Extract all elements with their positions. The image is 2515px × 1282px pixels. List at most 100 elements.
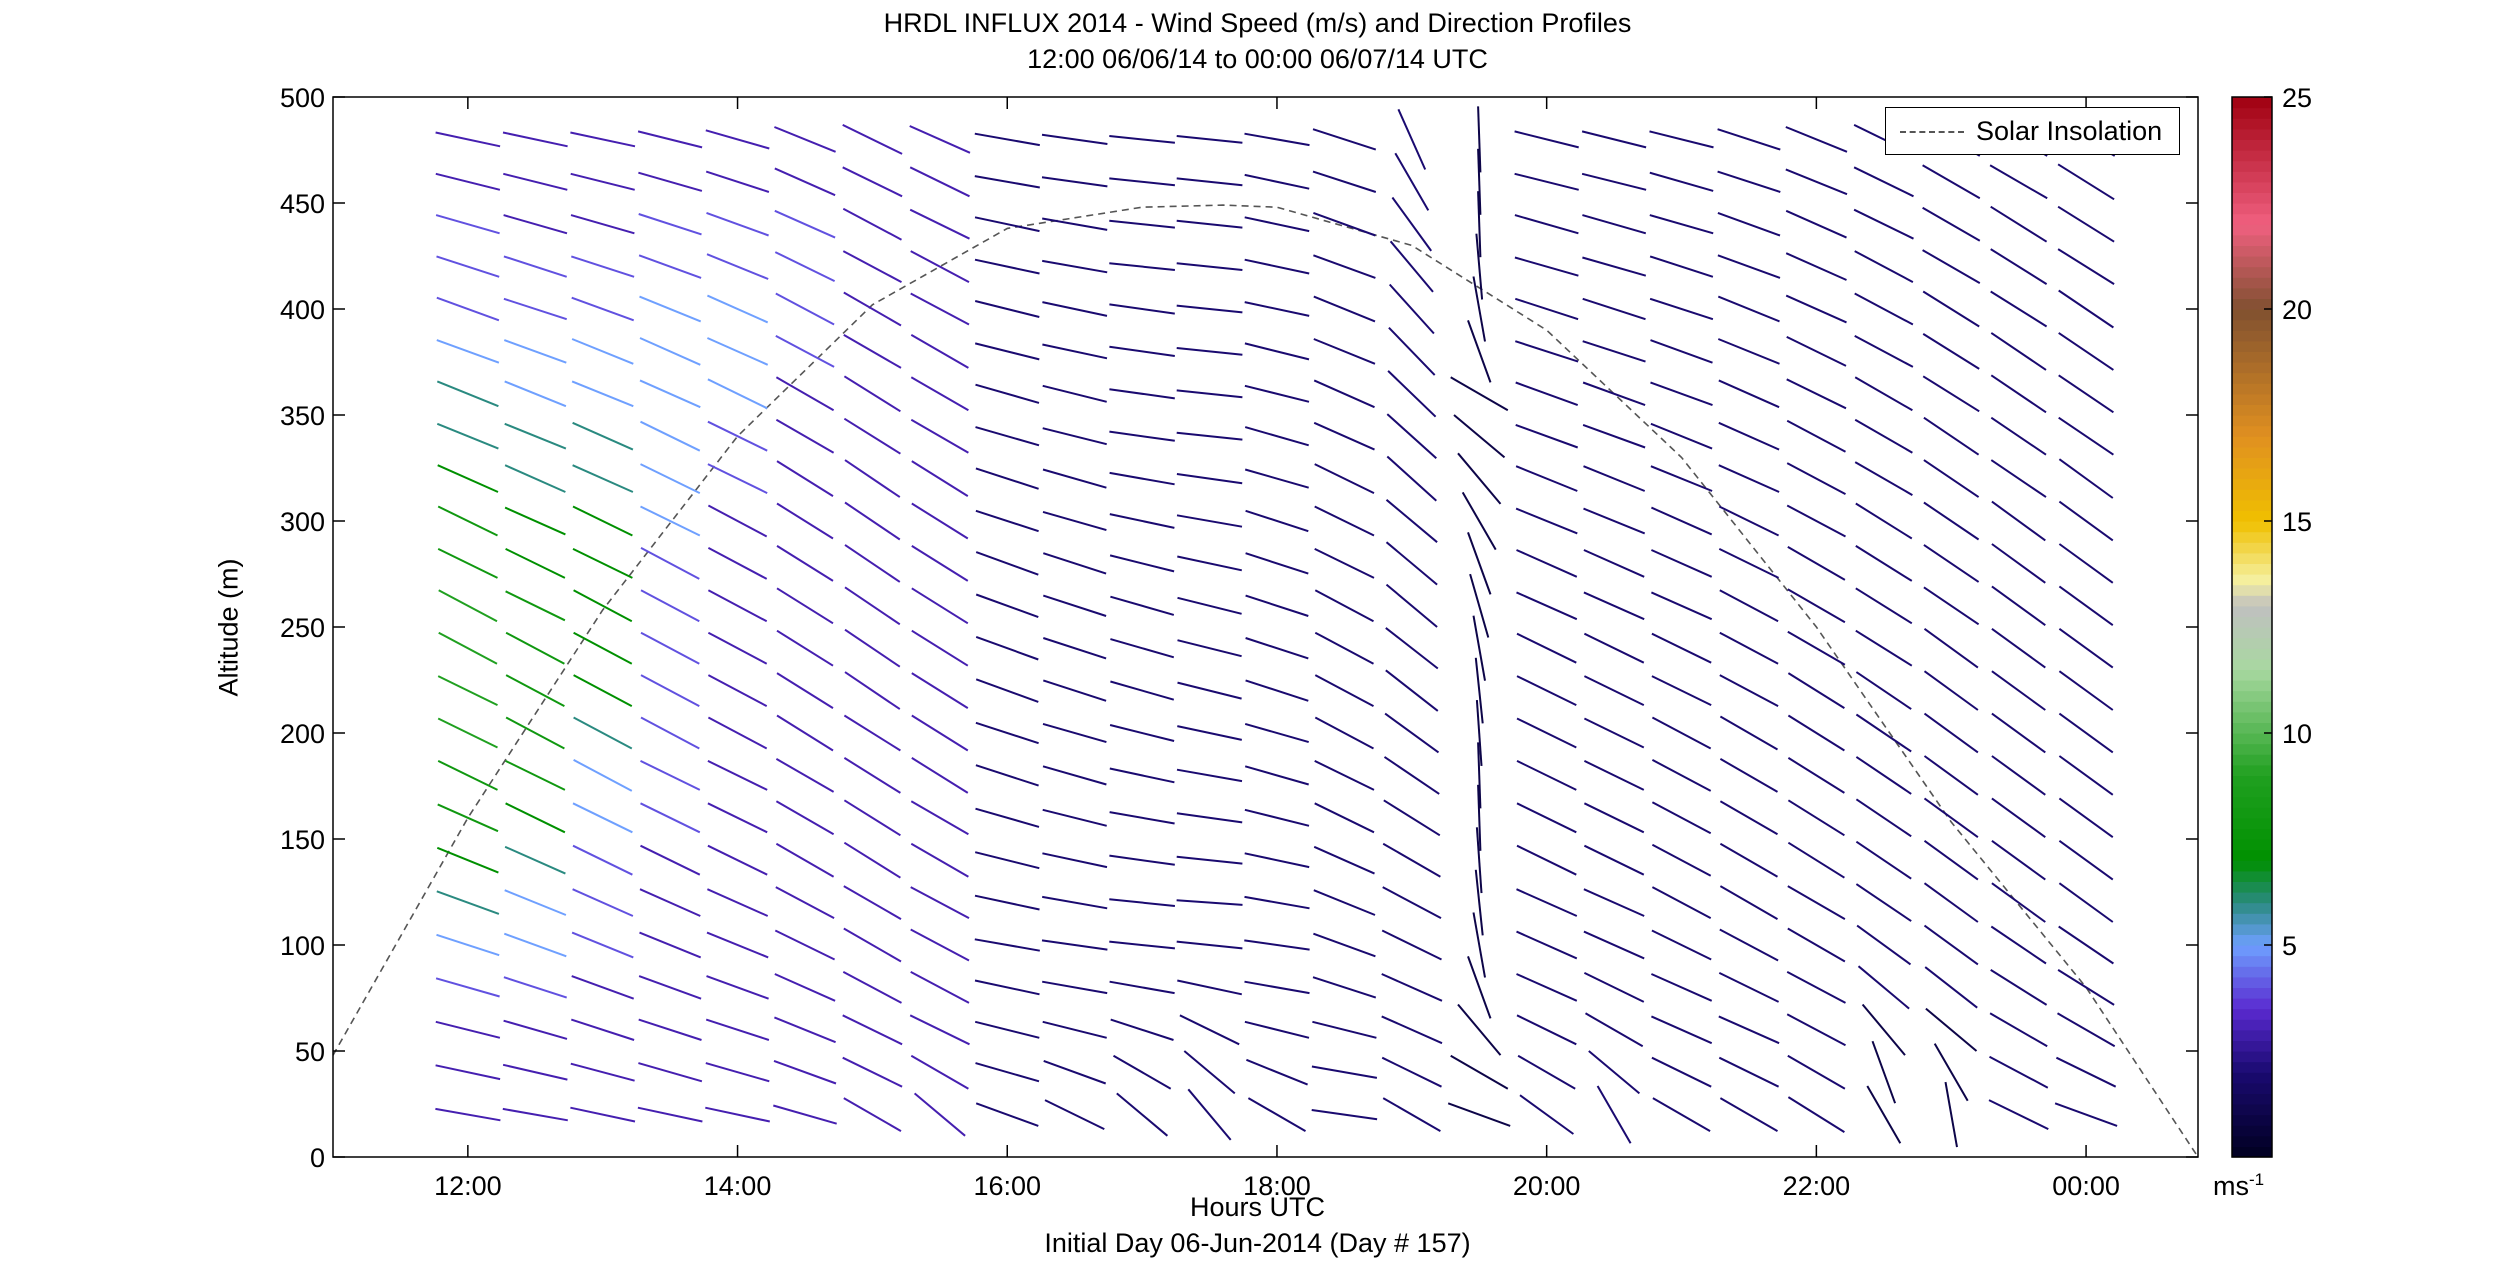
- colorbar-segment: [2232, 160, 2272, 172]
- wind-barb: [1583, 802, 1645, 834]
- wind-barb: [1651, 929, 1712, 961]
- colorbar-segment: [2232, 764, 2272, 776]
- wind-barb: [911, 629, 969, 667]
- wind-barb: [438, 589, 498, 623]
- colorbar-segment: [2232, 287, 2272, 299]
- wind-barb: [638, 975, 702, 1000]
- colorbar-segment: [2232, 203, 2272, 215]
- wind-barb: [842, 250, 902, 283]
- wind-barb: [1472, 276, 1486, 342]
- wind-barb: [910, 842, 969, 878]
- colorbar-segment: [2232, 489, 2272, 501]
- wind-barb: [909, 1014, 970, 1046]
- wind-barb: [1042, 259, 1108, 274]
- legend-label-solar-insolation: Solar Insolation: [1976, 116, 2163, 146]
- wind-barb: [1042, 301, 1108, 317]
- wind-barb: [637, 130, 703, 149]
- wind-barb: [1386, 413, 1437, 460]
- wind-barb: [1583, 844, 1645, 876]
- wind-barb: [1786, 336, 1847, 367]
- wind-barb: [1450, 1054, 1509, 1090]
- colorbar-segment: [2232, 605, 2272, 617]
- wind-barb: [638, 1062, 703, 1083]
- wind-barb: [1244, 426, 1309, 447]
- wind-barb: [774, 929, 836, 961]
- wind-barb: [1786, 504, 1846, 538]
- wind-barb: [640, 589, 700, 623]
- wind-barb: [1042, 637, 1107, 660]
- wind-barb: [1990, 925, 2047, 965]
- colorbar-segment: [2232, 372, 2272, 384]
- colorbar-segment: [2232, 574, 2272, 586]
- wind-barb: [1925, 1007, 1978, 1052]
- wind-barb: [1787, 799, 1845, 837]
- colorbar-segment: [2232, 658, 2272, 670]
- wind-barb: [707, 674, 768, 707]
- wind-barb: [1176, 768, 1243, 783]
- wind-barb: [842, 1014, 903, 1046]
- wind-barb: [1786, 971, 1846, 1004]
- wind-barb: [1387, 370, 1437, 418]
- wind-barb: [1244, 980, 1310, 995]
- wind-barb: [1923, 416, 1980, 456]
- wind-barb: [843, 799, 901, 837]
- wind-barb: [1516, 675, 1577, 706]
- wind-barb: [975, 764, 1039, 787]
- wind-barb: [1989, 164, 2048, 200]
- wind-barb: [2057, 205, 2115, 243]
- wind-barb: [1787, 885, 1846, 920]
- wind-barb: [909, 166, 970, 198]
- wind-barb: [638, 213, 702, 236]
- wind-barb: [1244, 132, 1310, 147]
- x-tick-label: 20:00: [1513, 1171, 1581, 1201]
- y-tick-label: 300: [280, 507, 325, 537]
- wind-barb: [1583, 549, 1645, 578]
- wind-barb: [638, 1018, 702, 1041]
- wind-barb: [974, 216, 1040, 233]
- wind-barb: [1385, 583, 1438, 628]
- wind-barb: [1923, 544, 1980, 583]
- wind-barb: [1244, 895, 1310, 910]
- wind-barb: [1649, 130, 1714, 149]
- wind-barb: [1990, 969, 2048, 1006]
- colorbar-segment: [2232, 849, 2272, 861]
- wind-barb: [911, 587, 969, 625]
- wind-barb: [910, 334, 969, 369]
- wind-barb: [1650, 381, 1713, 407]
- wind-barb: [503, 255, 568, 278]
- colorbar-segment: [2232, 828, 2272, 840]
- wind-barb: [1244, 852, 1310, 869]
- wind-barb: [1855, 671, 1912, 710]
- wind-barb: [572, 844, 633, 876]
- wind-barb: [1651, 675, 1712, 706]
- wind-barb: [911, 714, 969, 752]
- wind-barb: [776, 714, 834, 752]
- wind-barb: [1651, 632, 1712, 664]
- wind-barb: [2058, 755, 2114, 796]
- x-tick-label: 16:00: [973, 1171, 1041, 1201]
- wind-barb: [1990, 205, 2048, 243]
- x-tick-label: 18:00: [1243, 1171, 1311, 1201]
- wind-barb: [640, 547, 700, 580]
- wind-barb: [975, 551, 1039, 576]
- wind-barb: [844, 671, 901, 710]
- wind-barb: [1923, 501, 1980, 541]
- colorbar-segment: [2232, 637, 2272, 649]
- wind-barb: [1582, 340, 1646, 363]
- wind-barb: [2058, 882, 2114, 923]
- wind-barb: [1719, 758, 1779, 793]
- wind-barb: [910, 928, 970, 962]
- wind-barb: [774, 167, 836, 197]
- wind-barb: [1176, 855, 1243, 865]
- y-tick-label: 450: [280, 189, 325, 219]
- wind-barb: [1244, 258, 1310, 275]
- wind-barb: [435, 977, 500, 998]
- colorbar-segment: [2232, 648, 2272, 660]
- wind-barb: [1391, 196, 1433, 252]
- wind-barb: [1516, 888, 1578, 917]
- wind-barb: [1719, 885, 1779, 920]
- colorbar-segment: [2232, 97, 2272, 109]
- wind-barb: [1176, 812, 1243, 824]
- wind-barb: [1109, 554, 1175, 573]
- wind-barb: [438, 631, 498, 665]
